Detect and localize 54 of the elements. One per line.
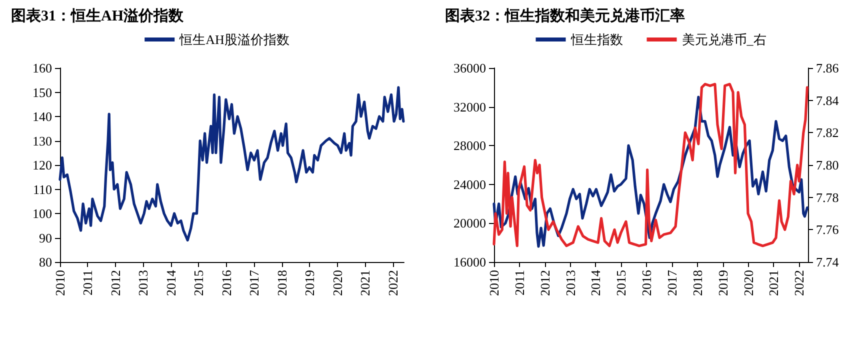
x-tick-label: 2021 xyxy=(766,270,782,296)
x-tick-label: 2012 xyxy=(108,270,123,296)
x-tick-label: 2021 xyxy=(358,270,373,296)
x-tick-label: 2012 xyxy=(537,270,552,296)
y-tick-label: 150 xyxy=(32,84,52,100)
legend-label: 美元兑港币_右 xyxy=(682,32,766,47)
x-tick-label: 2014 xyxy=(588,270,604,296)
y-tick-label: 140 xyxy=(32,109,52,124)
y-tick-label: 24000 xyxy=(454,176,486,192)
x-tick-label: 2015 xyxy=(614,270,629,296)
x-tick-label: 2016 xyxy=(639,270,654,296)
x-tick-label: 2022 xyxy=(385,270,400,296)
x-tick-label: 2010 xyxy=(52,270,68,296)
y-tick-label: 28000 xyxy=(454,138,486,154)
x-tick-label: 2011 xyxy=(80,270,96,296)
x-tick-label: 2011 xyxy=(512,270,527,296)
y2-tick-label: 7.80 xyxy=(816,158,839,172)
y-tick-label: 100 xyxy=(32,206,52,221)
chart-title: 图表31：恒生AH溢价指数 xyxy=(11,8,184,24)
legend-label: 恒生指数 xyxy=(570,32,623,47)
y2-tick-label: 7.74 xyxy=(816,254,840,270)
x-tick-label: 2018 xyxy=(274,270,290,296)
y2-tick-label: 7.78 xyxy=(816,190,839,205)
x-tick-label: 2018 xyxy=(690,270,705,296)
x-tick-label: 2015 xyxy=(191,270,206,296)
y-tick-label: 120 xyxy=(32,158,52,172)
x-tick-label: 2019 xyxy=(302,270,318,296)
x-tick-label: 2013 xyxy=(562,270,578,296)
x-tick-label: 2020 xyxy=(330,270,345,296)
y-tick-label: 36000 xyxy=(454,60,486,76)
y-tick-label: 16000 xyxy=(454,254,486,270)
x-tick-label: 2022 xyxy=(792,270,807,296)
x-tick-label: 2010 xyxy=(486,270,502,296)
y2-tick-label: 7.86 xyxy=(816,60,840,76)
y-tick-label: 90 xyxy=(39,230,52,246)
y2-tick-label: 7.84 xyxy=(816,92,840,108)
x-tick-label: 2016 xyxy=(218,270,234,296)
x-tick-label: 2017 xyxy=(246,270,262,296)
x-tick-label: 2020 xyxy=(740,270,756,296)
y-tick-label: 130 xyxy=(32,133,52,148)
x-tick-label: 2019 xyxy=(715,270,730,296)
legend-label: 恒生AH股溢价指数 xyxy=(178,32,290,47)
y-tick-label: 160 xyxy=(32,60,52,76)
line-series xyxy=(58,86,405,242)
y-tick-label: 110 xyxy=(32,182,52,197)
x-tick-label: 2013 xyxy=(136,270,151,296)
y2-tick-label: 7.76 xyxy=(816,222,840,238)
x-tick-label: 2014 xyxy=(163,270,178,296)
x-tick-label: 2017 xyxy=(664,270,680,296)
y-tick-label: 20000 xyxy=(454,216,486,231)
y2-tick-label: 7.82 xyxy=(816,125,839,140)
y-tick-label: 80 xyxy=(39,254,52,270)
chart-title: 图表32：恒生指数和美元兑港币汇率 xyxy=(445,6,685,24)
y-tick-label: 32000 xyxy=(454,99,486,114)
